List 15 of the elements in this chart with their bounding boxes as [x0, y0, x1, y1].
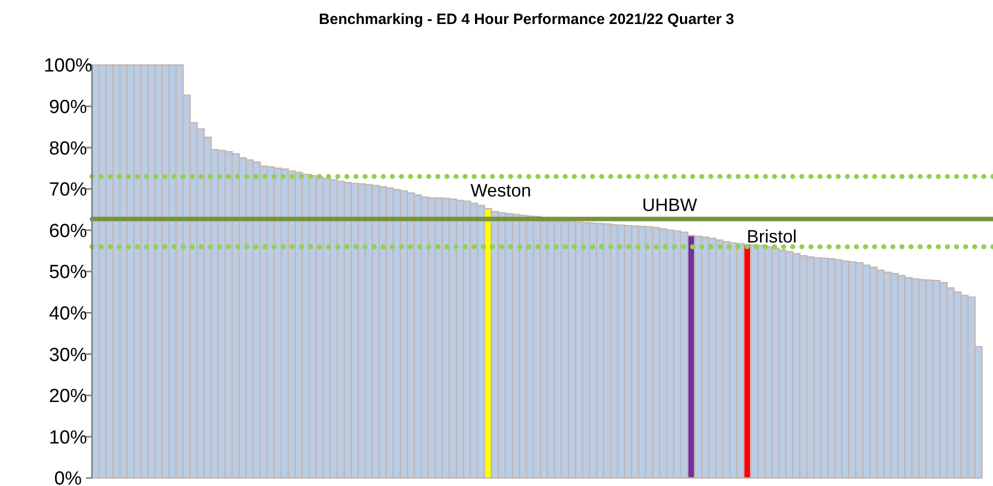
- annotation: UHBW: [642, 195, 698, 216]
- chart-title: Benchmarking - ED 4 Hour Performance 2021/22 Quarter 3: [318, 11, 734, 28]
- y-tick-label: 90%: [48, 96, 88, 118]
- y-tick-label: 10%: [48, 427, 88, 448]
- y-tick-label: 70%: [48, 180, 88, 201]
- y-tick-label: 40%: [48, 303, 88, 324]
- annotation: Weston: [470, 180, 532, 201]
- annotation: Bristol: [746, 226, 797, 247]
- y-tick-label: 20%: [48, 386, 88, 408]
- y-tick-label: 80%: [48, 138, 88, 160]
- y-tick-label: 100%: [44, 56, 92, 77]
- y-tick-label: 30%: [48, 344, 88, 366]
- y-tick-label: 50%: [48, 262, 88, 284]
- y-tick-label: 60%: [48, 220, 88, 242]
- y-tick-label: 0%: [54, 468, 82, 486]
